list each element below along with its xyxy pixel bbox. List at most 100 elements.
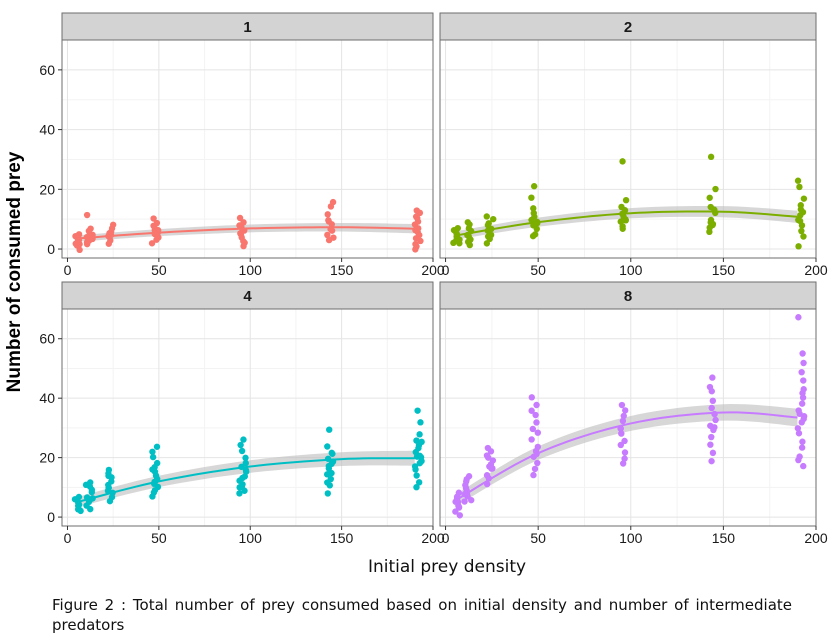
data-point bbox=[105, 466, 113, 474]
data-point bbox=[533, 401, 540, 409]
smooth-line bbox=[76, 226, 415, 240]
data-point bbox=[800, 386, 807, 393]
panel-2: 2 0 50 100 150 200 bbox=[439, 12, 828, 278]
x-tick-label: 150 bbox=[712, 262, 736, 278]
data-point bbox=[413, 453, 421, 460]
data-point bbox=[325, 236, 333, 244]
data-points bbox=[452, 314, 808, 519]
data-point bbox=[413, 437, 420, 444]
x-tick-label: 50 bbox=[530, 530, 546, 546]
panel-strip-label: 2 bbox=[624, 19, 632, 36]
data-point bbox=[796, 453, 803, 460]
figure-caption: Figure 2 : Total number of prey consumed… bbox=[52, 596, 792, 634]
data-point bbox=[706, 194, 713, 201]
data-point bbox=[618, 203, 625, 211]
data-point bbox=[456, 512, 464, 519]
x-tick-label: 150 bbox=[330, 530, 354, 546]
data-point bbox=[415, 479, 423, 486]
y-tick-label: 20 bbox=[39, 450, 55, 466]
data-point bbox=[620, 412, 627, 420]
data-point bbox=[105, 240, 112, 247]
panel-8: 8 0 50 100 150 200 bbox=[439, 281, 828, 546]
data-point bbox=[87, 479, 94, 486]
data-point bbox=[153, 443, 161, 450]
data-point bbox=[707, 441, 714, 448]
data-point bbox=[798, 400, 806, 407]
data-point bbox=[532, 411, 539, 419]
data-point bbox=[242, 466, 250, 474]
data-point bbox=[74, 506, 82, 513]
data-point bbox=[798, 444, 806, 451]
data-point bbox=[86, 231, 93, 238]
y-axis-title: Number of consumed prey bbox=[4, 151, 25, 392]
data-point bbox=[799, 438, 806, 445]
data-point bbox=[622, 196, 630, 204]
data-point bbox=[530, 205, 537, 212]
panel-strip-label: 4 bbox=[243, 288, 252, 305]
data-point bbox=[534, 459, 541, 467]
x-tick-label: 50 bbox=[151, 262, 167, 278]
y-tick-label: 60 bbox=[39, 62, 55, 78]
data-points bbox=[450, 153, 808, 250]
panel-strip-label: 8 bbox=[624, 288, 632, 305]
data-point bbox=[414, 407, 421, 414]
panel-background bbox=[62, 40, 433, 258]
data-point bbox=[150, 215, 157, 222]
data-point bbox=[461, 498, 468, 505]
panel-strip bbox=[439, 281, 817, 310]
data-point bbox=[528, 407, 535, 414]
data-point bbox=[619, 158, 626, 165]
data-point bbox=[483, 213, 490, 220]
data-point bbox=[242, 454, 249, 462]
x-tick-label: 100 bbox=[239, 530, 263, 546]
y-tick-label: 20 bbox=[39, 181, 55, 197]
data-point bbox=[712, 185, 719, 193]
data-point bbox=[324, 231, 331, 239]
data-point bbox=[412, 213, 420, 220]
x-tick-label: 0 bbox=[442, 262, 450, 278]
data-point bbox=[797, 202, 804, 209]
y-tick-label: 0 bbox=[47, 241, 55, 257]
x-tick-label: 100 bbox=[619, 262, 643, 278]
data-point bbox=[800, 377, 807, 384]
data-point bbox=[800, 195, 808, 202]
data-point bbox=[709, 397, 717, 405]
x-tick-label: 0 bbox=[442, 530, 450, 546]
data-point bbox=[105, 484, 112, 491]
data-point bbox=[534, 443, 542, 451]
data-point bbox=[800, 359, 807, 367]
data-point bbox=[236, 214, 244, 222]
data-point bbox=[530, 183, 538, 190]
data-point bbox=[240, 219, 247, 226]
data-point bbox=[412, 240, 419, 248]
data-point bbox=[149, 448, 156, 455]
panel-1: 1 0 50 100 150 200 0 20 40 60 bbox=[39, 12, 445, 278]
data-point bbox=[794, 177, 802, 184]
x-tick-label: 50 bbox=[151, 530, 167, 546]
data-point bbox=[237, 230, 244, 237]
data-point bbox=[531, 231, 539, 238]
panel-grid bbox=[440, 309, 817, 526]
y-tick-label: 60 bbox=[39, 331, 55, 347]
panel-border bbox=[439, 39, 817, 259]
data-point bbox=[528, 394, 535, 401]
data-point bbox=[153, 219, 161, 227]
panel-grid bbox=[440, 40, 817, 258]
data-point bbox=[455, 489, 463, 496]
data-point bbox=[530, 209, 537, 217]
y-tick-label: 0 bbox=[47, 509, 55, 525]
panel-strip bbox=[439, 12, 817, 41]
data-point bbox=[456, 240, 463, 247]
data-point bbox=[149, 453, 157, 461]
data-point bbox=[618, 401, 626, 409]
data-point bbox=[619, 417, 627, 425]
data-point bbox=[489, 457, 497, 464]
data-point bbox=[329, 198, 337, 206]
data-point bbox=[411, 463, 419, 470]
panel-strip-label: 1 bbox=[243, 19, 251, 36]
panel-border bbox=[61, 308, 434, 527]
data-point bbox=[87, 225, 94, 232]
data-point bbox=[796, 183, 803, 191]
smooth-line bbox=[454, 411, 798, 502]
